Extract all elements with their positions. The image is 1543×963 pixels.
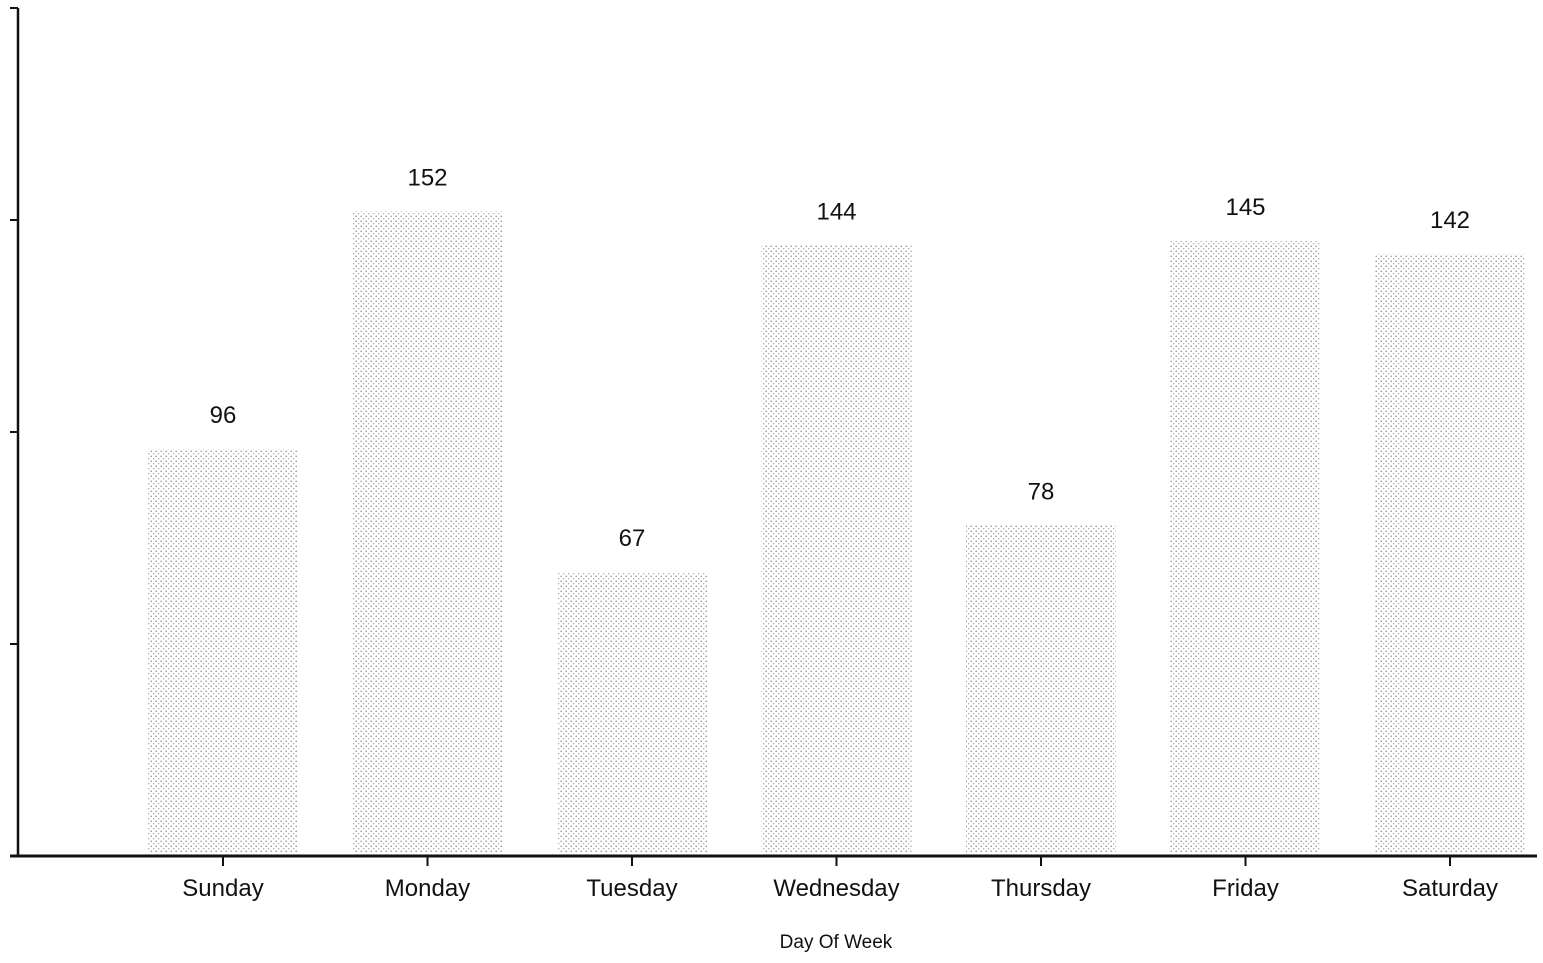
x-tick-label-friday: Friday xyxy=(1212,875,1279,902)
x-tick-label-monday: Monday xyxy=(385,875,470,902)
x-tick-label-saturday: Saturday xyxy=(1402,875,1498,902)
bar-friday xyxy=(1170,241,1321,852)
x-axis-title: Day Of Week xyxy=(780,932,893,953)
bar-wednesday xyxy=(761,245,912,852)
value-label-thursday: 78 xyxy=(1028,478,1055,505)
bar-monday xyxy=(352,211,503,852)
bar-sunday xyxy=(148,448,298,852)
labels-layer: 96 Sunday 152 Monday 67 Tuesday 144 Wednesday 78… xyxy=(182,165,1498,902)
bar-thursday xyxy=(966,525,1116,852)
bar-saturday xyxy=(1375,253,1525,853)
x-tick-label-thursday: Thursday xyxy=(991,875,1091,902)
ticks-layer xyxy=(10,7,1451,866)
value-label-monday: 152 xyxy=(407,165,447,192)
x-tick-label-wednesday: Wednesday xyxy=(773,875,899,902)
bars-layer xyxy=(148,211,1525,853)
value-label-saturday: 142 xyxy=(1430,207,1470,234)
value-label-friday: 145 xyxy=(1225,194,1265,221)
value-label-sunday: 96 xyxy=(210,402,237,429)
bar-tuesday xyxy=(557,571,707,852)
x-tick-label-tuesday: Tuesday xyxy=(586,875,677,902)
value-label-tuesday: 67 xyxy=(619,525,646,552)
value-label-wednesday: 144 xyxy=(816,198,856,225)
x-tick-label-sunday: Sunday xyxy=(182,875,263,902)
